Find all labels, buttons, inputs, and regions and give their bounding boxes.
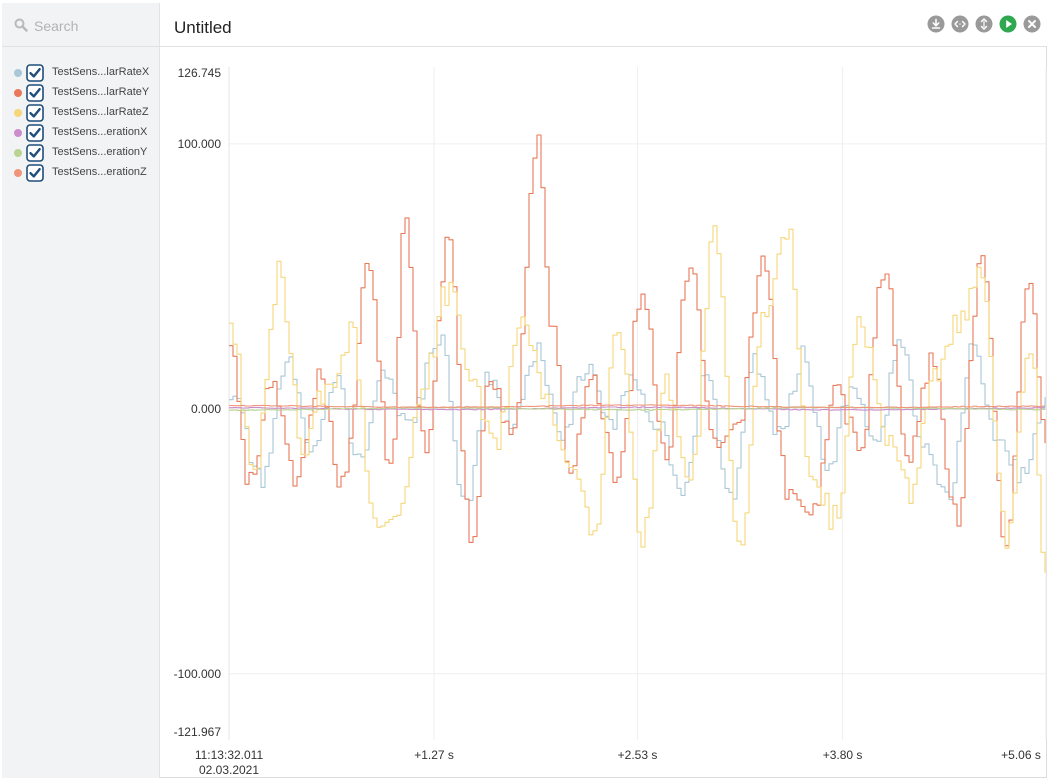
- x-start-date-label: 02.03.2021: [199, 763, 259, 777]
- series-color-dot: [14, 109, 22, 117]
- checkbox-checked-icon[interactable]: [26, 164, 44, 182]
- play-icon[interactable]: [999, 15, 1017, 33]
- line-chart[interactable]: 126.745 100.000 0.000 -100.000 -121.967 11:13…: [160, 47, 1047, 778]
- x-tick-label: +5.06 s: [1001, 748, 1041, 762]
- chart-area[interactable]: 126.745 100.000 0.000 -100.000 -121.967 11:13…: [160, 47, 1047, 778]
- y-tick-label: -121.967: [174, 725, 222, 739]
- legend-item[interactable]: TestSens...larRateY: [2, 83, 159, 103]
- y-tick-label: 100.000: [178, 137, 222, 151]
- x-tick-label: +2.53 s: [618, 748, 658, 762]
- series-label: TestSens...larRateY: [52, 86, 150, 98]
- search-input[interactable]: [32, 14, 154, 38]
- series-color-dot: [14, 129, 22, 137]
- series-color-dot: [14, 149, 22, 157]
- legend-item[interactable]: TestSens...erationY: [2, 143, 159, 163]
- sidebar: TestSens...larRateX TestSens...larRateY Te…: [2, 3, 160, 778]
- expand-horizontal-icon[interactable]: [951, 15, 969, 33]
- series-line[interactable]: [229, 225, 1046, 573]
- x-tick-label: +3.80 s: [823, 748, 863, 762]
- search-icon: [14, 18, 28, 32]
- legend-item[interactable]: TestSens...larRateX: [2, 63, 159, 83]
- expand-vertical-icon[interactable]: [975, 15, 993, 33]
- series-label: TestSens...erationZ: [52, 166, 147, 178]
- legend-item[interactable]: TestSens...erationZ: [2, 163, 159, 183]
- y-tick-label: 126.745: [178, 66, 222, 80]
- search-box: [2, 3, 159, 47]
- checkbox-checked-icon[interactable]: [26, 144, 44, 162]
- legend-item[interactable]: TestSens...larRateZ: [2, 103, 159, 123]
- series-line[interactable]: [229, 404, 1045, 409]
- download-icon[interactable]: [927, 15, 945, 33]
- series-color-dot: [14, 69, 22, 77]
- checkbox-checked-icon[interactable]: [26, 64, 44, 82]
- checkbox-checked-icon[interactable]: [26, 124, 44, 142]
- series-line[interactable]: [229, 134, 1046, 547]
- legend-item[interactable]: TestSens...erationX: [2, 123, 159, 143]
- page-title: Untitled: [174, 18, 232, 37]
- y-tick-label: 0.000: [191, 402, 221, 416]
- header: Untitled: [160, 3, 1047, 47]
- checkbox-checked-icon[interactable]: [26, 104, 44, 122]
- series-label: TestSens...larRateZ: [52, 106, 149, 118]
- series-label: TestSens...erationY: [52, 146, 148, 158]
- x-tick-label: +1.27 s: [414, 748, 454, 762]
- y-tick-label: -100.000: [174, 667, 222, 681]
- series-label: TestSens...erationX: [52, 126, 148, 138]
- series-label: TestSens...larRateX: [52, 66, 150, 78]
- series-color-dot: [14, 89, 22, 97]
- checkbox-checked-icon[interactable]: [26, 84, 44, 102]
- close-icon[interactable]: [1023, 15, 1041, 33]
- x-tick-label: 11:13:32.011: [195, 748, 264, 762]
- series-color-dot: [14, 169, 22, 177]
